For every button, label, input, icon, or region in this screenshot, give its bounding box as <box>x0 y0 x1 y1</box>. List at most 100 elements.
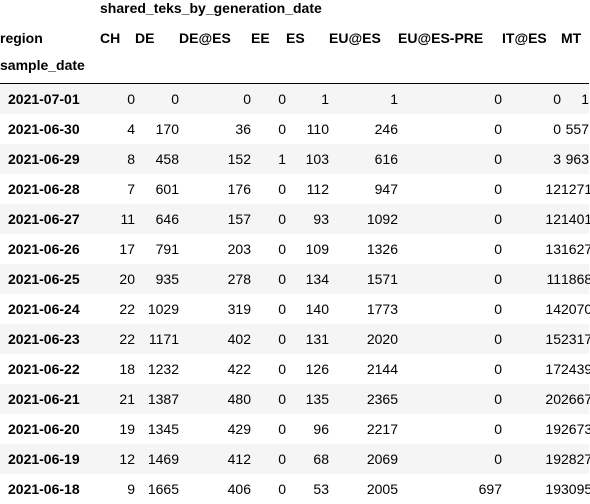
table-row: 2021-06-24 22 1029 319 0 140 1773 0 14 2070 <box>0 293 590 324</box>
row-date-label: 2021-06-19 <box>8 450 80 467</box>
table-cell: 0 <box>494 240 502 257</box>
table-cell: 19 <box>545 480 561 497</box>
table-row: 2021-06-21 21 1387 480 0 135 2365 0 20 2667 <box>0 383 590 414</box>
table-cell: 2020 <box>366 330 398 347</box>
row-date-label: 2021-06-30 <box>8 120 80 137</box>
table-cell: 2005 <box>366 480 398 497</box>
table-cell: 0 <box>494 300 502 317</box>
column-header: EU@ES-PRE <box>398 30 484 46</box>
table-cell: 601 <box>155 180 179 197</box>
table-cell: 0 <box>278 120 286 137</box>
table-row: 2021-06-18 9 1665 406 0 53 2005 697 19 3095 <box>0 473 590 504</box>
table-cell: 429 <box>227 420 251 437</box>
table-cell: 53 <box>313 480 329 497</box>
row-date-label: 2021-07-01 <box>8 90 80 107</box>
table-cell: 21 <box>119 390 135 407</box>
table-cell: 9 <box>127 480 135 497</box>
table-cell: 0 <box>243 90 251 107</box>
table-cell: 646 <box>155 210 179 227</box>
header-empty-cell <box>179 46 251 84</box>
table-cell: 0 <box>278 390 286 407</box>
table-cell: 22 <box>119 300 135 317</box>
table-cell: 11 <box>120 210 135 227</box>
table-cell: 103 <box>305 150 329 167</box>
table-cell: 0 <box>494 360 502 377</box>
table-cell: 1 <box>390 90 398 107</box>
table-cell: 20 <box>545 390 561 407</box>
table-cell: 1773 <box>366 300 398 317</box>
table-cell: 2827 <box>561 450 590 467</box>
table-cell: 12 <box>545 210 561 227</box>
table-cell: 246 <box>374 120 398 137</box>
table-cell: 19 <box>545 450 561 467</box>
table-row: 2021-06-23 22 1171 402 0 131 2020 0 15 2317 <box>0 323 590 354</box>
table-cell: 0 <box>278 180 286 197</box>
table-cell: 406 <box>227 480 251 497</box>
table-cell: 0 <box>278 450 286 467</box>
header-empty-cell <box>286 46 329 84</box>
header-empty-cell <box>100 46 135 84</box>
row-date-label: 2021-06-20 <box>8 420 80 437</box>
table-cell: 1868 <box>561 270 590 287</box>
table-cell: 0 <box>278 300 286 317</box>
table-cell: 0 <box>494 330 502 347</box>
header-empty-cell <box>398 46 502 84</box>
table-cell: 7 <box>127 180 135 197</box>
table-cell: 12 <box>119 450 135 467</box>
row-date-label: 2021-06-21 <box>8 390 80 407</box>
table-cell: 963 <box>565 150 589 167</box>
header-empty-cell <box>251 46 286 84</box>
table-row: 2021-06-22 18 1232 422 0 126 2144 0 17 2439 <box>0 353 590 384</box>
header-empty-cell <box>135 46 179 84</box>
row-date-label: 2021-06-28 <box>8 180 80 197</box>
table-row: 2021-06-29 8 458 152 1 103 616 0 3 963 <box>0 143 589 174</box>
table-cell: 1 <box>278 150 286 167</box>
table-cell: 13 <box>545 240 561 257</box>
header-row-group: shared_teks_by_generation_date <box>0 0 589 16</box>
column-group-header: shared_teks_by_generation_date <box>100 0 322 16</box>
table-cell: 616 <box>374 150 398 167</box>
table-cell: 0 <box>494 270 502 287</box>
table-cell: 0 <box>278 240 286 257</box>
table-row: 2021-06-20 19 1345 429 0 96 2217 0 19 2673 <box>0 413 590 444</box>
table-row: 2021-06-30 4 170 36 0 110 246 0 0 557 <box>0 113 589 144</box>
row-date-label: 2021-06-26 <box>8 240 80 257</box>
table-row: 2021-06-19 12 1469 412 0 68 2069 0 19 2827 <box>0 443 590 474</box>
table-row: 2021-07-01 0 0 0 0 1 1 0 0 1 <box>0 83 589 114</box>
table-cell: 0 <box>278 330 286 347</box>
column-header: IT@ES <box>502 30 547 46</box>
table-cell: 2144 <box>366 360 398 377</box>
table-cell: 12 <box>545 180 561 197</box>
table-cell: 126 <box>305 360 329 377</box>
table-cell: 2673 <box>561 420 590 437</box>
table-cell: 2217 <box>366 420 398 437</box>
table-cell: 2069 <box>366 450 398 467</box>
table-cell: 1271 <box>561 180 590 197</box>
table-cell: 3 <box>553 150 561 167</box>
column-header: ES <box>286 30 305 46</box>
table-cell: 140 <box>305 300 329 317</box>
column-header: DE <box>135 30 155 46</box>
column-header: EU@ES <box>329 30 381 46</box>
column-header: CH <box>100 30 121 46</box>
header-row-columns: region CH DE DE@ES EE ES EU@ES EU@ES-PRE… <box>0 16 589 46</box>
table-body: 2021-07-01 0 0 0 0 1 1 0 0 1 2021-06-30 4 170 36 0 110 2… <box>0 83 590 504</box>
table-cell: 1469 <box>147 450 179 467</box>
table-cell: 8 <box>127 150 135 167</box>
table-cell: 1571 <box>366 270 398 287</box>
table-cell: 170 <box>155 120 179 137</box>
table-cell: 947 <box>374 180 398 197</box>
table-row: 2021-06-26 17 791 203 0 109 1326 0 13 1627 <box>0 233 590 264</box>
table-cell: 1627 <box>561 240 590 257</box>
table-cell: 1232 <box>147 360 179 377</box>
column-header: MT <box>561 30 582 46</box>
table-cell: 2317 <box>561 330 590 347</box>
table-cell: 0 <box>494 210 502 227</box>
table-cell: 0 <box>553 90 561 107</box>
header-empty-cell <box>329 46 398 84</box>
table-cell: 96 <box>313 420 329 437</box>
table-cell: 17 <box>119 240 135 257</box>
table-cell: 1387 <box>147 390 179 407</box>
table-cell: 0 <box>127 90 135 107</box>
